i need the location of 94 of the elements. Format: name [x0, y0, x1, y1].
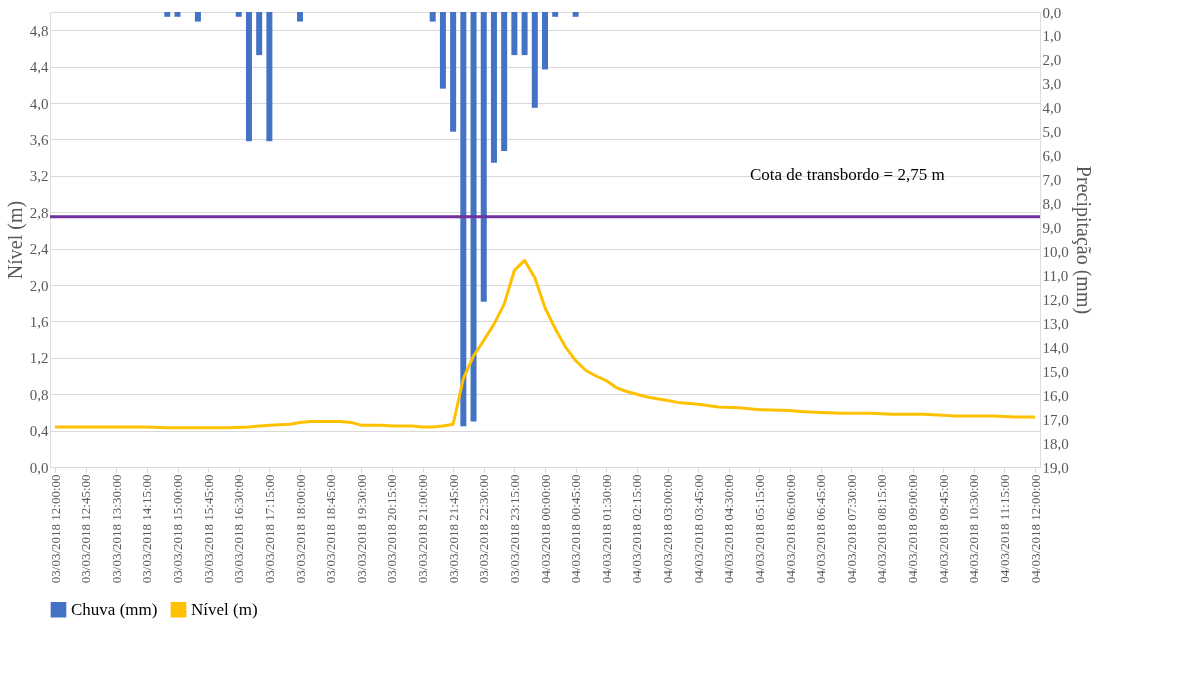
y2-axis-title: Precipitação (mm): [1071, 165, 1095, 315]
x-tick-label: 04/03/2018 08:15:00: [874, 474, 890, 584]
bar: [490, 12, 497, 163]
x-tick-label: 03/03/2018 17:15:00: [261, 474, 277, 584]
y2-tick-label: 13,0: [1042, 315, 1069, 332]
y2-tick-label: 11,0: [1042, 267, 1069, 284]
x-tick-label: 03/03/2018 12:00:00: [47, 474, 63, 584]
y-axis-title: Nível (m): [3, 200, 27, 280]
bar: [470, 12, 477, 422]
y2-tick-label: 8,0: [1042, 196, 1062, 213]
x-tick-label: 03/03/2018 20:15:00: [384, 474, 400, 584]
x-tick-label: 04/03/2018 09:00:00: [905, 474, 920, 584]
y2-tick-label: 9,0: [1042, 220, 1062, 237]
bar: [460, 12, 467, 427]
bar: [501, 12, 508, 151]
bar: [235, 12, 242, 17]
y2-tick-label: 10,0: [1042, 243, 1069, 260]
bar: [531, 12, 538, 108]
x-tick-label: 03/03/2018 19:30:00: [353, 474, 369, 584]
y-tick-label: 0,0: [29, 459, 49, 476]
x-tick-label: 03/03/2018 13:30:00: [108, 474, 124, 584]
y-tick-label: 2,8: [29, 204, 49, 221]
y-tick-label: 1,2: [29, 350, 49, 367]
bar: [439, 12, 446, 89]
bar: [245, 12, 252, 142]
x-tick-label: 04/03/2018 03:45:00: [690, 474, 706, 584]
legend-label: Chuva (mm): [71, 599, 158, 619]
y2-tick-label: 3,0: [1042, 76, 1062, 93]
y2-tick-label: 14,0: [1042, 339, 1069, 356]
bar: [480, 12, 487, 302]
bar: [194, 12, 201, 22]
bar: [174, 12, 181, 17]
y-tick-label: 4,4: [29, 59, 49, 76]
x-tick-label: 04/03/2018 06:00:00: [782, 474, 798, 584]
y2-tick-label: 19,0: [1042, 459, 1069, 476]
y-tick-label: 0,4: [29, 423, 49, 440]
bar: [256, 12, 263, 56]
bar: [542, 12, 548, 70]
x-tick-label: 04/03/2018 07:30:00: [843, 474, 859, 584]
x-tick-label: 03/03/2018 22:30:00: [476, 474, 492, 584]
y2-tick-label: 15,0: [1042, 363, 1069, 380]
x-tick-label: 04/03/2018 10:30:00: [966, 474, 982, 584]
y-tick-label: 0,8: [29, 386, 49, 403]
x-tick-label: 04/03/2018 03:00:00: [660, 474, 675, 584]
x-tick-label: 04/03/2018 04:30:00: [721, 474, 737, 584]
x-tick-label: 04/03/2018 06:45:00: [813, 474, 829, 584]
y-tick-label: 4,8: [29, 22, 49, 39]
x-tick-label: 03/03/2018 18:00:00: [292, 474, 308, 584]
x-tick-label: 04/03/2018 05:15:00: [751, 474, 767, 584]
y2-tick-label: 4,0: [1042, 100, 1062, 117]
bar: [572, 12, 579, 17]
x-tick-label: 04/03/2018 02:15:00: [629, 474, 645, 584]
ref-line-label: Cota de transbordo = 2,75 m: [750, 164, 945, 184]
y-tick-label: 2,0: [29, 277, 49, 294]
x-tick-label: 03/03/2018 21:45:00: [445, 474, 461, 584]
bar: [266, 12, 273, 142]
x-tick-label: 04/03/2018 09:45:00: [935, 474, 951, 584]
bar: [450, 12, 457, 132]
x-tick-label: 03/03/2018 14:15:00: [139, 474, 155, 584]
x-tick-label: 03/03/2018 12:45:00: [78, 474, 94, 584]
x-tick-label: 04/03/2018 11:15:00: [996, 474, 1012, 583]
x-tick-label: 03/03/2018 16:30:00: [231, 474, 247, 584]
legend-label: Nível (m): [191, 599, 258, 619]
x-tick-label: 04/03/2018 00:45:00: [568, 474, 584, 584]
x-tick-label: 03/03/2018 21:00:00: [415, 474, 430, 584]
y2-tick-label: 7,0: [1042, 172, 1062, 189]
y2-tick-label: 2,0: [1042, 52, 1062, 69]
y-tick-label: 4,0: [29, 95, 49, 112]
bar: [164, 12, 171, 17]
y2-tick-label: 18,0: [1042, 435, 1069, 452]
x-tick-label: 03/03/2018 15:45:00: [200, 474, 216, 584]
y2-tick-label: 1,0: [1042, 28, 1062, 45]
x-tick-label: 04/03/2018 00:00:00: [537, 474, 553, 584]
x-tick-label: 04/03/2018 01:30:00: [598, 474, 614, 584]
y-tick-label: 1,6: [29, 313, 49, 330]
bar: [552, 12, 559, 17]
line-series: [53, 258, 1037, 430]
x-tick-label: 04/03/2018 12:00:00: [1027, 474, 1043, 584]
y-tick-label: 3,6: [29, 131, 49, 148]
y2-tick-label: 16,0: [1042, 387, 1069, 404]
bar: [521, 12, 528, 56]
y-tick-label: 2,4: [29, 241, 49, 258]
y2-tick-label: 0,0: [1042, 4, 1062, 21]
bar: [511, 12, 518, 56]
y2-tick-label: 5,0: [1042, 124, 1062, 141]
x-tick-label: 03/03/2018 18:45:00: [323, 474, 339, 584]
y2-tick-label: 12,0: [1042, 291, 1069, 308]
x-tick-label: 03/03/2018 23:15:00: [506, 474, 522, 584]
bar: [297, 12, 303, 22]
y2-tick-label: 17,0: [1042, 411, 1069, 428]
bar: [429, 12, 436, 22]
x-tick-label: 03/03/2018 15:00:00: [170, 474, 185, 584]
y2-tick-label: 6,0: [1042, 148, 1062, 165]
y-tick-label: 3,2: [29, 168, 49, 185]
